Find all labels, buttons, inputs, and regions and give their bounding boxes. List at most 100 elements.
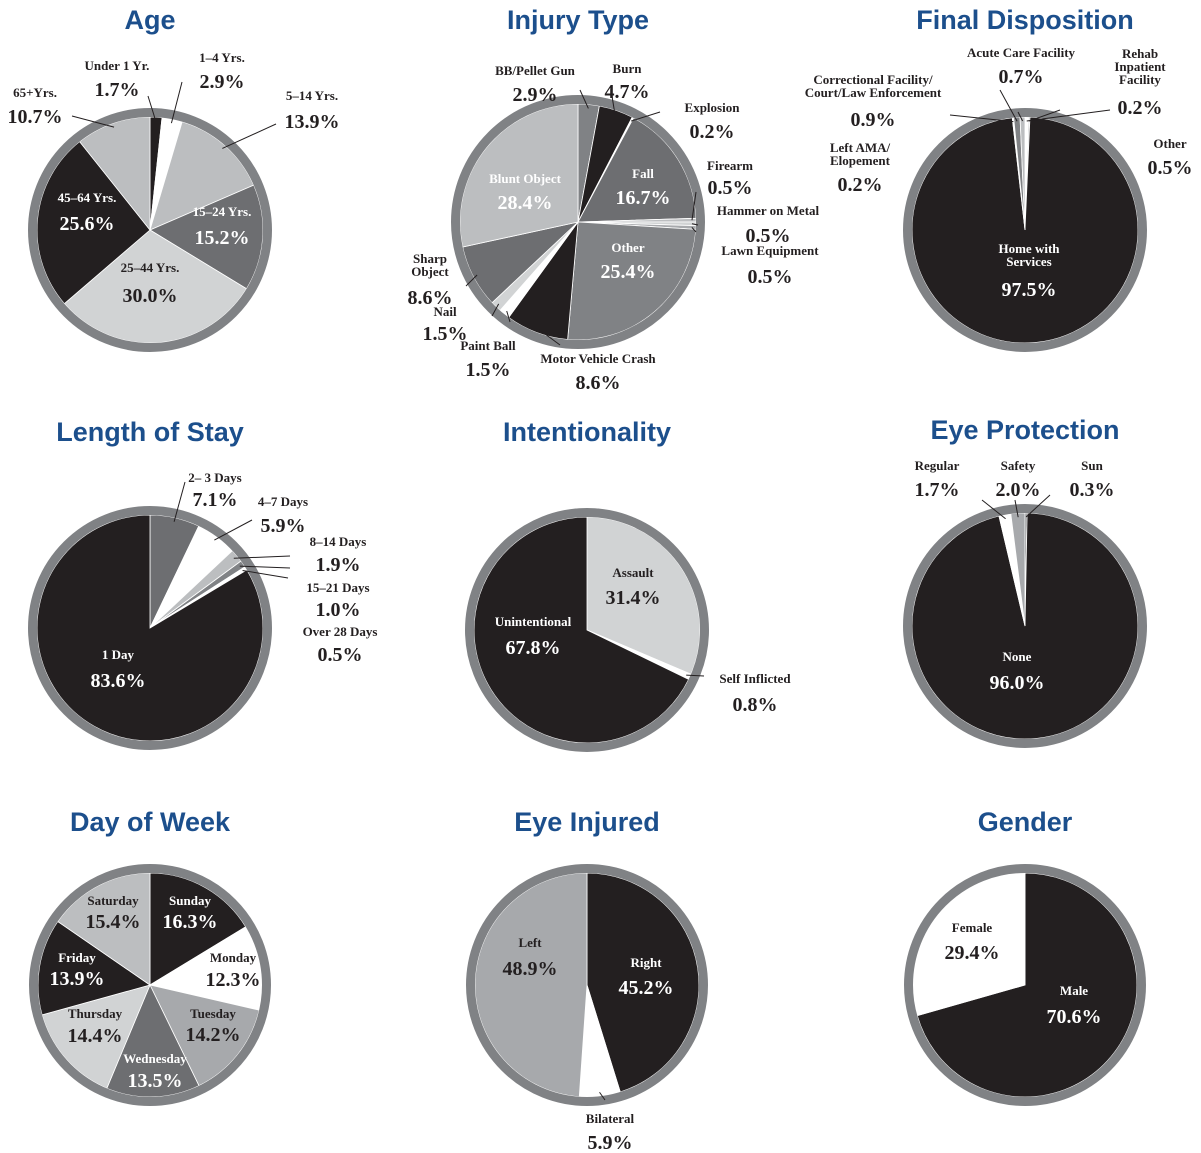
pie-slice — [57, 872, 151, 986]
leader-line — [1025, 494, 1051, 518]
pie-ring — [903, 108, 1147, 352]
leader-line — [147, 95, 157, 122]
pie-ring — [28, 108, 272, 352]
pie-chart: Final Disposition Other 0.5% Rehab Inpatient… — [805, 5, 1193, 352]
slice-name: Explosion — [685, 100, 741, 115]
slice-value-label: 0.5% — [746, 225, 791, 247]
slice-name: Fall — [632, 166, 654, 181]
slice-name: Burn — [613, 61, 643, 76]
leader-line — [1014, 499, 1019, 518]
pie-ring — [904, 864, 1146, 1106]
slice-value-label: 15.2% — [195, 227, 250, 249]
pie-ring — [28, 506, 272, 750]
chart-title: Eye Protection — [930, 415, 1119, 445]
pie-chart: Eye Protection Sun 0.3% None 96.0% Regular 1.7… — [903, 415, 1147, 748]
chart-title: Final Disposition — [916, 5, 1134, 35]
slice-name: Self Inflicted — [719, 671, 791, 686]
slice-value-label: 13.5% — [128, 1070, 183, 1092]
leader-line — [506, 310, 511, 323]
slice-name: 1–4 Yrs. — [199, 50, 245, 65]
slice-value-label: 8.6% — [576, 372, 621, 394]
slice-value-label: 0.9% — [851, 109, 896, 131]
slice-value-label: 67.8% — [506, 637, 561, 659]
slice-value-label: 0.7% — [999, 66, 1044, 88]
slice-value-label: 13.9% — [50, 968, 105, 990]
slice-value-label: 1.0% — [316, 599, 361, 621]
slice-value-label: 2.9% — [200, 71, 245, 93]
chart-title: Length of Stay — [56, 417, 244, 447]
slice-name: 65+Yrs. — [13, 85, 57, 100]
slice-name: Paint Ball — [460, 338, 516, 353]
slice-value-label: 0.5% — [748, 266, 793, 288]
slice-value-label: 25.4% — [601, 261, 656, 283]
slice-value-label: 13.9% — [285, 111, 340, 133]
pie-slice — [79, 116, 151, 232]
leader-line — [611, 95, 616, 115]
slice-name: Acute Care Facility — [967, 45, 1076, 60]
pie-slice — [149, 984, 260, 1087]
slice-name: 1 Day — [102, 647, 135, 662]
slice-value-label: 2.0% — [996, 479, 1041, 501]
slice-name: Blunt Object — [489, 171, 562, 186]
pie-slice — [567, 221, 697, 341]
slice-name: 25–44 Yrs. — [121, 260, 180, 275]
leader-line — [1026, 109, 1111, 122]
slice-value-label: 1.9% — [316, 554, 361, 576]
slice-name: Saturday — [87, 893, 139, 908]
slice-name: 4–7 Days — [258, 494, 308, 509]
leader-line — [579, 89, 589, 109]
pie-chart: Age Under 1 Yr. 1.7% 1–4 Yrs. 2.9% 5–14 Yrs. 1… — [8, 5, 340, 352]
pie-ring — [903, 504, 1147, 748]
pie-slice — [577, 117, 697, 223]
chart-title: Eye Injured — [514, 807, 660, 837]
slice-name: Other — [611, 240, 644, 255]
slice-value-label: 1.7% — [915, 479, 960, 501]
slice-value-label: 2.9% — [513, 84, 558, 106]
slice-name: 15–24 Yrs. — [193, 204, 252, 219]
slice-value-label: 0.2% — [690, 121, 735, 143]
leader-line — [173, 481, 186, 522]
slice-name: Sharp Object — [411, 251, 449, 279]
pie-slice — [586, 872, 700, 1093]
leader-line — [999, 89, 1018, 122]
slice-value-label: 0.8% — [733, 694, 778, 716]
slice-name: Firearm — [707, 158, 753, 173]
leader-line — [239, 565, 291, 569]
pie-chart: Gender Male 70.6% Female 29.4% — [904, 807, 1146, 1106]
leader-line — [981, 499, 1006, 520]
slice-value-label: 28.4% — [498, 192, 553, 214]
slice-value-label: 16.3% — [163, 911, 218, 933]
slice-name: 5–14 Yrs. — [286, 88, 338, 103]
chart-title: Gender — [978, 807, 1073, 837]
leader-line — [949, 114, 1014, 123]
slice-value-label: 25.6% — [60, 213, 115, 235]
slice-value-label: 0.5% — [708, 177, 753, 199]
slice-name: Motor Vehicle Crash — [540, 351, 656, 366]
slice-name: Regular — [915, 458, 960, 473]
slice-name: Unintentional — [495, 614, 572, 629]
leader-line — [71, 115, 115, 128]
slice-name: Home with Services — [998, 241, 1060, 269]
slice-name: Wednesday — [123, 1051, 187, 1066]
leader-line — [170, 81, 183, 124]
pie-ring — [466, 864, 708, 1106]
slice-name: Hammer on Metal — [717, 203, 820, 218]
slice-name: Safety — [1001, 458, 1036, 473]
slice-value-label: 10.7% — [8, 106, 63, 128]
slice-value-label: 0.3% — [1070, 479, 1115, 501]
leader-line — [1017, 111, 1024, 122]
pie-ring — [451, 95, 705, 349]
slice-name: Sunday — [169, 893, 211, 908]
pie-slice — [912, 872, 1026, 1017]
slice-value-label: 45.2% — [619, 977, 674, 999]
slice-name: Over 28 Days — [303, 624, 378, 639]
leader-line — [599, 1091, 606, 1101]
slice-value-label: 15.4% — [86, 911, 141, 933]
slice-name: Left — [518, 935, 542, 950]
slice-name: BB/Pellet Gun — [495, 63, 576, 78]
leader-line — [491, 303, 500, 317]
chart-title: Age — [124, 5, 175, 35]
leader-line — [214, 519, 253, 541]
pie-slice — [41, 984, 151, 1089]
chart-title: Intentionality — [503, 417, 671, 447]
